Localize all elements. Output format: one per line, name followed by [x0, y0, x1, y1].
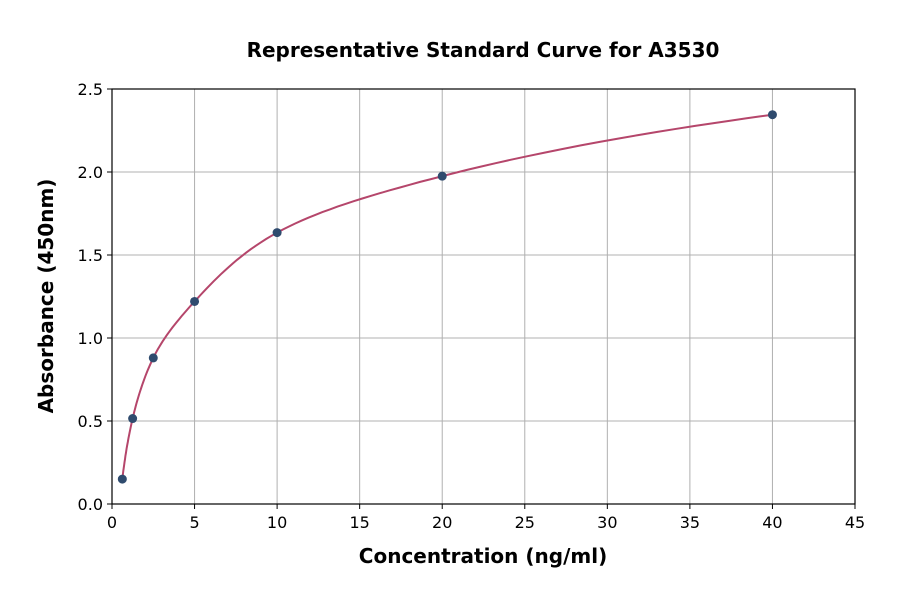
x-tick-label: 35 [680, 513, 700, 532]
x-tick-label: 45 [845, 513, 865, 532]
x-tick-label: 40 [762, 513, 782, 532]
data-point [190, 296, 200, 306]
x-tick-label: 0 [107, 513, 117, 532]
x-tick-label: 30 [597, 513, 617, 532]
ticks: 0 5 10 15 20 25 30 35 40 45 0.0 0.5 1.0 1.5 2.0 2.5 [78, 80, 866, 532]
data-point [117, 474, 127, 484]
fit-curve [121, 113, 773, 480]
y-axis-label: Absorbance (450nm) [34, 179, 58, 414]
data-point [767, 110, 777, 120]
data-point [437, 171, 447, 181]
data-point [272, 228, 282, 238]
x-tick-label: 15 [349, 513, 369, 532]
x-tick-label: 10 [267, 513, 287, 532]
x-axis-label: Concentration (ng/ml) [359, 544, 607, 568]
x-tick-label: 20 [432, 513, 452, 532]
x-tick-label: 25 [515, 513, 535, 532]
grid [111, 88, 856, 505]
y-tick-label: 0.5 [78, 412, 103, 431]
data-points [117, 110, 777, 484]
y-tick-label: 1.5 [78, 246, 103, 265]
y-tick-label: 2.5 [78, 80, 103, 99]
x-tick-label: 5 [189, 513, 199, 532]
data-point [128, 414, 138, 424]
plot-frame [111, 88, 856, 505]
y-tick-label: 1.0 [78, 329, 103, 348]
y-tick-label: 2.0 [78, 163, 103, 182]
data-point [148, 353, 158, 363]
y-tick-label: 0.0 [78, 495, 103, 514]
chart-title: Representative Standard Curve for A3530 [247, 38, 720, 62]
